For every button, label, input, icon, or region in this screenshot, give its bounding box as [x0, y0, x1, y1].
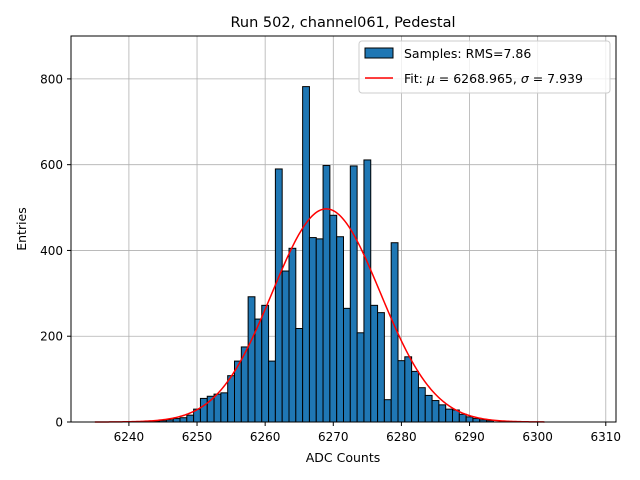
x-axis-ticks: 6240 6250 6260 6270 6280 6290 6300 6310: [114, 422, 621, 444]
histogram-bar: [295, 328, 304, 423]
histogram-bar: [220, 392, 229, 423]
histogram-bar: [199, 397, 208, 423]
histogram-bar: [404, 356, 413, 423]
histogram-bar: [417, 387, 426, 423]
histogram-bar: [213, 393, 222, 423]
x-tick-label: 6260: [250, 430, 281, 444]
histogram-bar: [431, 400, 440, 423]
histogram-bar: [438, 404, 447, 423]
histogram-bar: [186, 414, 195, 423]
x-tick-label: 6250: [182, 430, 213, 444]
x-tick-label: 6270: [318, 430, 349, 444]
histogram-bar: [172, 418, 181, 423]
histogram-bar: [411, 370, 419, 423]
histogram-bar: [322, 165, 331, 423]
histogram-bar: [274, 168, 283, 423]
y-tick-label: 0: [55, 416, 63, 430]
legend-box: [358, 40, 611, 94]
histogram-bars: [152, 86, 494, 423]
y-tick-label: 800: [40, 72, 63, 86]
histogram-bar: [261, 304, 270, 423]
histogram-bar: [397, 360, 406, 423]
histogram-bar: [363, 159, 372, 423]
legend: Samples: RMS=7.86 Fit: μ = 6268.965, σ =…: [358, 40, 611, 94]
x-tick-label: 6290: [454, 430, 485, 444]
x-tick-label: 6300: [522, 430, 553, 444]
histogram-bar: [465, 416, 474, 423]
histogram-bar: [288, 247, 297, 423]
legend-samples-swatch: [364, 47, 394, 59]
chart-title: Run 502, channel061, Pedestal: [230, 15, 455, 31]
x-tick-label: 6280: [386, 430, 417, 444]
histogram-bar: [424, 394, 433, 423]
histogram-bar: [349, 165, 358, 423]
x-axis-label: ADC Counts: [306, 450, 381, 465]
histogram-bar: [472, 418, 481, 423]
x-tick-label: 6310: [591, 430, 622, 444]
histogram-bar: [336, 236, 344, 423]
histogram-bar: [458, 413, 467, 423]
histogram-bar: [315, 238, 324, 423]
y-axis-label: Entries: [14, 207, 29, 251]
histogram-bar: [370, 304, 379, 423]
y-tick-label: 200: [40, 330, 63, 344]
histogram-bar: [383, 399, 392, 423]
histogram-bar: [281, 270, 290, 423]
histogram-bar: [445, 408, 453, 423]
legend-fit-label: Fit: μ = 6268.965, σ = 7.939: [404, 71, 583, 86]
histogram-bar: [247, 296, 256, 423]
plot-frame: [70, 35, 617, 423]
histogram-bar: [329, 214, 338, 423]
histogram-bar: [356, 332, 365, 423]
histogram-bar: [302, 86, 310, 423]
histogram-bar: [343, 307, 351, 423]
histogram-bar: [179, 417, 188, 423]
x-tick-label: 6240: [114, 430, 145, 444]
histogram-bar: [308, 237, 317, 423]
fit-curve: [94, 208, 545, 423]
histogram-bar: [268, 360, 276, 423]
histogram-bar: [377, 312, 385, 423]
y-tick-label: 400: [40, 244, 63, 258]
histogram-bar: [254, 318, 263, 423]
y-axis-ticks: 0 200 400 600 800: [40, 72, 71, 430]
histogram-bar: [227, 375, 235, 423]
y-tick-label: 600: [40, 158, 63, 172]
legend-samples-label: Samples: RMS=7.86: [404, 46, 531, 61]
